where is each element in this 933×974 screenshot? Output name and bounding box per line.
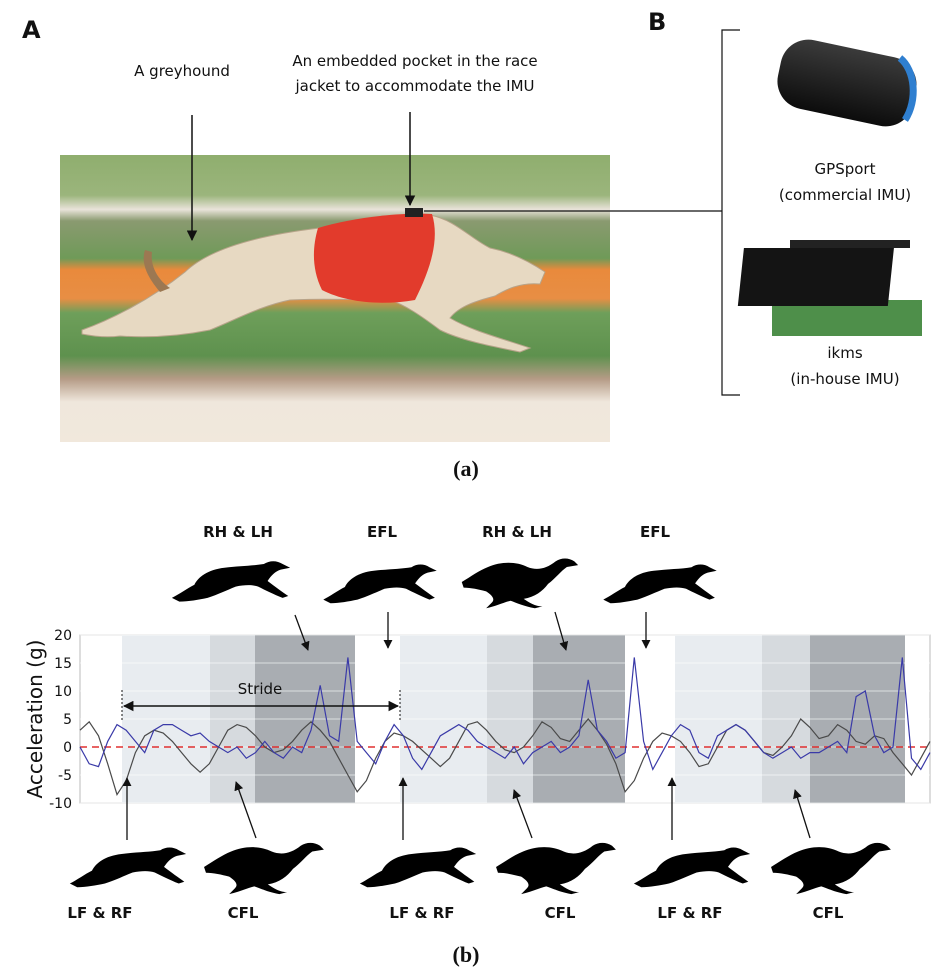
annotation: A greyhound bbox=[134, 62, 230, 80]
y-tick-label: 0 bbox=[63, 740, 72, 756]
y-tick-label: 10 bbox=[54, 684, 72, 700]
greyhound bbox=[81, 208, 546, 353]
y-tick-label: -5 bbox=[58, 768, 72, 784]
gait-label: EFL bbox=[367, 523, 397, 541]
y-tick-label: 15 bbox=[54, 656, 72, 672]
gait-label: RH & LH bbox=[482, 523, 552, 541]
caption: (b) bbox=[453, 942, 480, 967]
device-name: ikms bbox=[827, 344, 862, 362]
device-name: GPSport bbox=[815, 160, 876, 178]
ikms-device bbox=[737, 240, 922, 336]
y-axis-label: Acceleration (g) bbox=[23, 640, 47, 799]
gait-label: LF & RF bbox=[389, 904, 454, 922]
panel-label: B bbox=[648, 8, 666, 36]
device-description: (in-house IMU) bbox=[790, 370, 899, 388]
gait-label: RH & LH bbox=[203, 523, 273, 541]
y-tick-label: 5 bbox=[63, 712, 72, 728]
gait-label: CFL bbox=[228, 904, 259, 922]
stride-marker bbox=[121, 690, 401, 722]
bracket bbox=[424, 29, 740, 396]
gpsport-device bbox=[777, 39, 917, 127]
annotation: An embedded pocket in the race bbox=[292, 52, 537, 70]
gait-annotations: RH & LH EFL RH & LH EFL LF & RF CFL LF & RF CFL… bbox=[67, 523, 891, 922]
chart bbox=[79, 634, 931, 804]
gait-label: LF & RF bbox=[657, 904, 722, 922]
data-line bbox=[79, 657, 931, 771]
y-tick-label: 20 bbox=[54, 628, 72, 644]
y-tick-label: -10 bbox=[49, 796, 72, 812]
gait-label: CFL bbox=[545, 904, 576, 922]
stride-label: Stride bbox=[238, 680, 283, 698]
device-description: (commercial IMU) bbox=[779, 186, 911, 204]
caption: (a) bbox=[453, 456, 479, 481]
annotation: jacket to accommodate the IMU bbox=[294, 77, 534, 95]
panel-label: A bbox=[22, 16, 41, 44]
data-line bbox=[79, 718, 931, 797]
gait-label: LF & RF bbox=[67, 904, 132, 922]
gait-label: EFL bbox=[640, 523, 670, 541]
gait-label: CFL bbox=[813, 904, 844, 922]
